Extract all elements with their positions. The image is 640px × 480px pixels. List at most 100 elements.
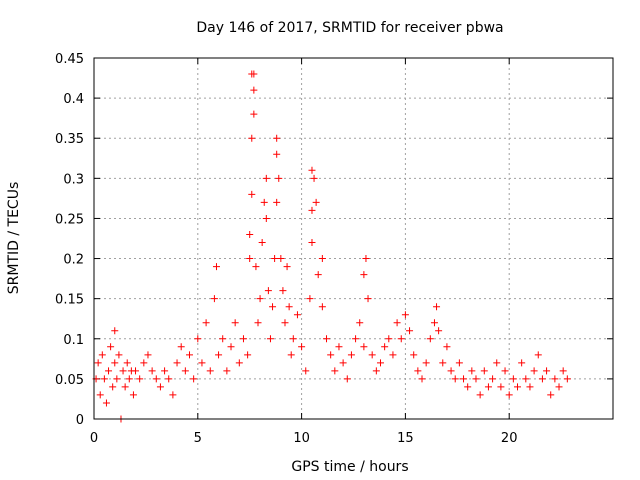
data-point <box>347 351 355 359</box>
y-tick-label: 0.45 <box>55 52 84 67</box>
x-tick-label: 5 <box>194 431 202 446</box>
data-point <box>310 174 318 182</box>
data-point <box>227 343 235 351</box>
data-point <box>105 367 113 375</box>
data-point <box>484 383 492 391</box>
data-point <box>364 295 372 303</box>
data-point <box>279 287 287 295</box>
data-point <box>248 190 256 198</box>
data-point <box>343 375 351 383</box>
data-point <box>360 343 368 351</box>
data-point <box>356 319 364 327</box>
data-point <box>433 303 441 311</box>
data-point <box>190 375 198 383</box>
data-point <box>250 110 258 118</box>
data-point <box>534 351 542 359</box>
data-point <box>258 239 266 247</box>
data-point <box>185 351 193 359</box>
data-point <box>269 303 277 311</box>
data-point <box>96 391 104 399</box>
data-point <box>551 375 559 383</box>
data-points <box>92 70 571 423</box>
data-point <box>385 335 393 343</box>
data-point <box>555 383 563 391</box>
data-point <box>439 359 447 367</box>
y-tick-label: 0.3 <box>63 172 84 187</box>
data-point <box>414 367 422 375</box>
data-point <box>339 359 347 367</box>
data-point <box>435 327 443 335</box>
data-point <box>121 383 129 391</box>
data-point <box>275 174 283 182</box>
data-point <box>547 391 555 399</box>
data-point <box>136 375 144 383</box>
data-point <box>107 343 115 351</box>
data-point <box>410 351 418 359</box>
data-point <box>281 319 289 327</box>
data-point <box>418 375 426 383</box>
data-point <box>125 375 133 383</box>
data-point <box>489 375 497 383</box>
data-point <box>264 287 272 295</box>
data-point <box>318 255 326 263</box>
data-point <box>308 239 316 247</box>
data-point <box>493 359 501 367</box>
data-point <box>254 319 262 327</box>
y-axis-label: SRMTID / TECUs <box>6 182 22 295</box>
data-point <box>397 335 405 343</box>
data-point <box>306 295 314 303</box>
data-point <box>231 319 239 327</box>
x-tick-label: 20 <box>501 431 518 446</box>
data-point <box>210 295 218 303</box>
data-point <box>246 255 254 263</box>
data-point <box>161 367 169 375</box>
data-point <box>115 351 123 359</box>
data-point <box>177 343 185 351</box>
plot-frame <box>93 57 614 420</box>
data-point <box>501 367 509 375</box>
data-point <box>287 351 295 359</box>
data-point <box>212 263 220 271</box>
data-point <box>129 391 137 399</box>
data-point <box>314 271 322 279</box>
data-point <box>100 375 108 383</box>
data-point <box>266 335 274 343</box>
data-point <box>368 351 376 359</box>
data-point <box>538 375 546 383</box>
data-point <box>194 335 202 343</box>
y-tick-label: 0.15 <box>55 293 84 308</box>
data-point <box>246 230 254 238</box>
data-point <box>505 391 513 399</box>
data-point <box>262 214 270 222</box>
data-point <box>132 367 140 375</box>
data-point <box>563 375 571 383</box>
data-point <box>323 335 331 343</box>
data-point <box>401 311 409 319</box>
data-point <box>152 375 160 383</box>
data-point <box>308 166 316 174</box>
data-point <box>219 335 227 343</box>
data-point <box>422 359 430 367</box>
data-point <box>360 271 368 279</box>
data-point <box>543 367 551 375</box>
data-point <box>302 367 310 375</box>
data-point <box>476 391 484 399</box>
data-point <box>389 351 397 359</box>
data-point <box>514 383 522 391</box>
data-point <box>277 255 285 263</box>
data-point <box>362 255 370 263</box>
data-point <box>447 367 455 375</box>
data-point <box>522 375 530 383</box>
y-tick-label: 0 <box>76 413 84 428</box>
data-point <box>372 367 380 375</box>
data-point <box>239 335 247 343</box>
x-tick-label: 0 <box>90 431 98 446</box>
data-point <box>202 319 210 327</box>
data-point <box>318 303 326 311</box>
data-point <box>509 375 517 383</box>
data-point <box>273 134 281 142</box>
data-point <box>331 367 339 375</box>
data-point <box>111 359 119 367</box>
data-point <box>335 343 343 351</box>
data-point <box>293 311 301 319</box>
